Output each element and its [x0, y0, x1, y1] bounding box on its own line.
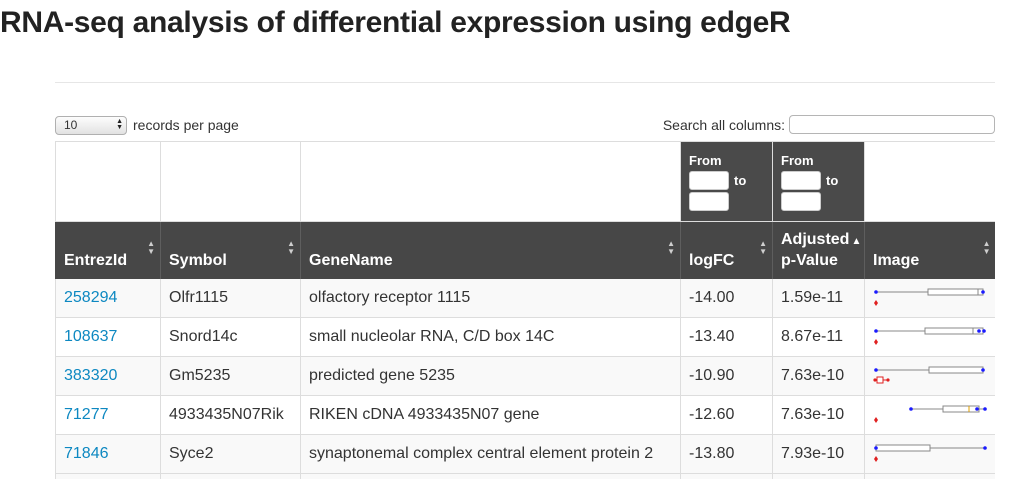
image-cell — [864, 434, 995, 474]
genename-cell: olfactory receptor 1115 — [300, 278, 681, 318]
table-row: 383320 Gm5235 predicted gene 5235 -10.90… — [55, 356, 995, 396]
partial-cell — [55, 473, 161, 479]
expression-boxplot-image[interactable] — [873, 365, 989, 387]
sort-both-icon: ▲ ▼ — [759, 239, 767, 256]
search-label: Search all columns: — [662, 116, 785, 133]
image-cell — [864, 317, 995, 357]
select-arrows-icon: ▲ ▼ — [116, 118, 123, 131]
filter-cell-empty — [160, 141, 301, 222]
search-input[interactable] — [789, 115, 995, 134]
expression-boxplot-image[interactable] — [873, 326, 989, 348]
records-per-page-value: 10 — [64, 118, 78, 132]
image-cell — [864, 278, 995, 318]
table-row: 258294 Olfr1115 olfactory receptor 1115 … — [55, 278, 995, 318]
column-header-logfc[interactable]: logFC ▲ ▼ — [680, 221, 773, 279]
search-control: Search all columns: — [663, 115, 995, 134]
entrez-link[interactable]: 108637 — [64, 328, 118, 345]
results-table-container: From to From to EntrezId ▲ ▼ — [55, 141, 995, 479]
logfc-cell: -10.90 — [680, 356, 773, 396]
table-row: 71846 Syce2 synaptonemal complex central… — [55, 434, 995, 474]
table-row-partial — [55, 473, 995, 479]
adjp-range-filter: From to — [772, 141, 865, 222]
partial-cell — [864, 473, 995, 479]
adjp-cell: 7.63e-10 — [772, 356, 865, 396]
expression-boxplot-image[interactable] — [873, 443, 989, 465]
records-per-page-control: 10 ▲ ▼ records per page — [55, 115, 239, 135]
entrez-cell: 71277 — [55, 395, 161, 435]
sort-both-icon: ▲ ▼ — [982, 239, 991, 256]
column-header-label-line2: p-Value — [781, 251, 838, 269]
column-header-label-line1: Adjusted — [781, 230, 850, 248]
logfc-cell: -14.00 — [680, 278, 773, 318]
results-table: From to From to EntrezId ▲ ▼ — [55, 141, 995, 479]
partial-cell — [680, 473, 773, 479]
logfc-from-input[interactable] — [689, 171, 729, 190]
sort-both-icon: ▲ ▼ — [287, 239, 295, 256]
symbol-cell: 4933435N07Rik — [160, 395, 301, 435]
column-header-genename[interactable]: GeneName ▲ ▼ — [300, 221, 681, 279]
title-divider — [55, 82, 995, 83]
sort-ascending-icon: ▲ — [851, 235, 862, 247]
records-per-page-label: records per page — [133, 117, 239, 133]
symbol-cell: Syce2 — [160, 434, 301, 474]
partial-cell — [300, 473, 681, 479]
logfc-range-filter: From to — [680, 141, 773, 222]
column-header-label: EntrezId — [64, 251, 128, 269]
adjp-cell: 1.59e-11 — [772, 278, 865, 318]
logfc-from-label: From — [689, 153, 722, 168]
symbol-cell: Olfr1115 — [160, 278, 301, 318]
expression-boxplot-image[interactable] — [873, 287, 989, 309]
filter-cell-empty — [300, 141, 681, 222]
logfc-to-label: to — [734, 173, 747, 188]
entrez-link[interactable]: 71277 — [64, 406, 109, 423]
logfc-to-input[interactable] — [689, 192, 729, 211]
adjp-cell: 8.67e-11 — [772, 317, 865, 357]
logfc-cell: -13.40 — [680, 317, 773, 357]
entrez-cell: 383320 — [55, 356, 161, 396]
partial-cell — [772, 473, 865, 479]
filter-row: From to From to — [55, 141, 995, 222]
filter-cell-empty — [864, 141, 995, 222]
column-header-label: Symbol — [169, 251, 227, 269]
sort-both-icon: ▲ ▼ — [147, 239, 155, 256]
page-title: RNA-seq analysis of differential express… — [0, 6, 791, 39]
records-per-page-select[interactable]: 10 ▲ ▼ — [55, 115, 127, 135]
entrez-cell: 71846 — [55, 434, 161, 474]
entrez-link[interactable]: 383320 — [64, 367, 118, 384]
table-row: 71277 4933435N07Rik RIKEN cDNA 4933435N0… — [55, 395, 995, 435]
column-header-label: Image — [873, 251, 920, 269]
adjp-cell: 7.63e-10 — [772, 395, 865, 435]
column-header-entrezid[interactable]: EntrezId ▲ ▼ — [55, 221, 161, 279]
filter-cell-empty — [55, 141, 161, 222]
genename-cell: predicted gene 5235 — [300, 356, 681, 396]
genename-cell: small nucleolar RNA, C/D box 14C — [300, 317, 681, 357]
logfc-cell: -13.80 — [680, 434, 773, 474]
column-header-adjusted-pvalue[interactable]: Adjusted ▲ p-Value — [772, 221, 865, 279]
image-cell — [864, 395, 995, 435]
image-cell — [864, 356, 995, 396]
genename-cell: RIKEN cDNA 4933435N07 gene — [300, 395, 681, 435]
symbol-cell: Gm5235 — [160, 356, 301, 396]
entrez-cell: 108637 — [55, 317, 161, 357]
expression-boxplot-image[interactable] — [873, 404, 989, 426]
column-header-image[interactable]: Image ▲ ▼ — [864, 221, 995, 279]
column-header-label: logFC — [689, 251, 735, 269]
adjp-from-input[interactable] — [781, 171, 821, 190]
header-row: EntrezId ▲ ▼ Symbol ▲ ▼ GeneName ▲ ▼ logFC … — [55, 221, 995, 279]
adjp-cell: 7.93e-10 — [772, 434, 865, 474]
symbol-cell: Snord14c — [160, 317, 301, 357]
entrez-link[interactable]: 258294 — [64, 288, 118, 306]
table-row: 108637 Snord14c small nucleolar RNA, C/D… — [55, 317, 995, 357]
sort-both-icon: ▲ ▼ — [667, 239, 675, 256]
column-header-label: GeneName — [309, 251, 393, 269]
adjp-to-label: to — [826, 173, 839, 188]
column-header-symbol[interactable]: Symbol ▲ ▼ — [160, 221, 301, 279]
adjp-to-input[interactable] — [781, 192, 821, 211]
partial-cell — [160, 473, 301, 479]
adjp-from-label: From — [781, 153, 814, 168]
entrez-link[interactable]: 71846 — [64, 445, 109, 462]
genename-cell: synaptonemal complex central element pro… — [300, 434, 681, 474]
logfc-cell: -12.60 — [680, 395, 773, 435]
entrez-cell: 258294 — [55, 278, 161, 318]
